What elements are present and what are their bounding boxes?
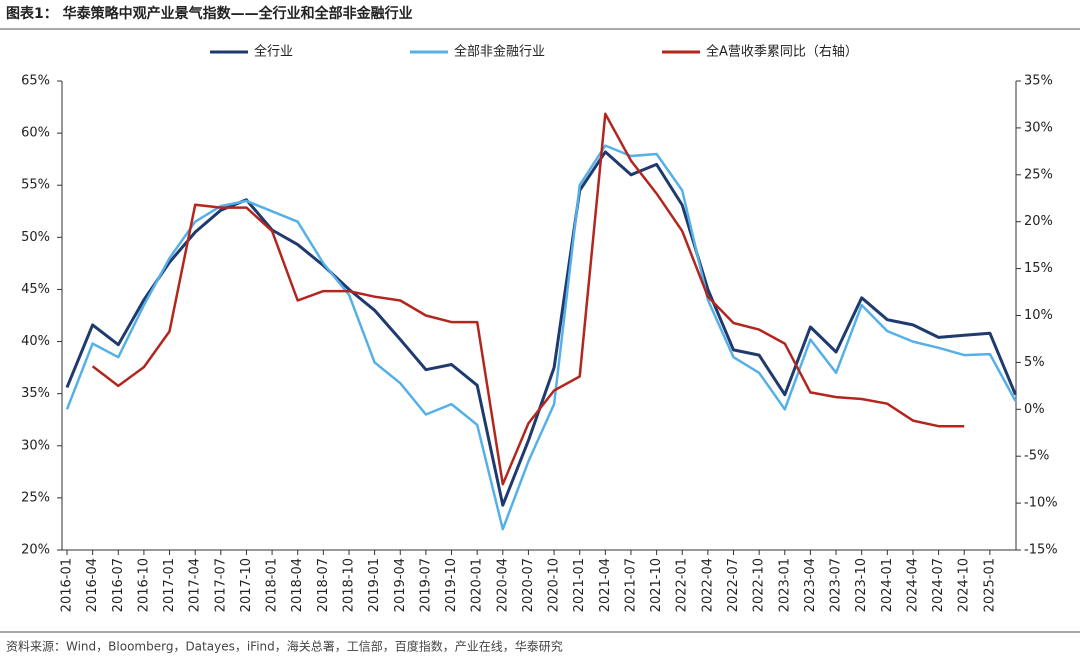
y2-tick-label: 10% bbox=[1024, 308, 1053, 323]
x-tick-label: 2021-10 bbox=[649, 558, 664, 612]
y-tick-label: 20% bbox=[21, 543, 50, 558]
legend-label: 全A营收季累同比（右轴） bbox=[706, 44, 858, 60]
x-tick-label: 2017-04 bbox=[188, 558, 203, 612]
x-tick-label: 2022-04 bbox=[700, 558, 715, 612]
x-tick-label: 2020-01 bbox=[470, 558, 485, 612]
y2-tick-label: 0% bbox=[1024, 402, 1045, 417]
x-tick-label: 2021-01 bbox=[572, 558, 587, 612]
x-tick-label: 2016-10 bbox=[136, 558, 151, 612]
x-tick-label: 2021-07 bbox=[623, 558, 638, 612]
series-line bbox=[65, 150, 1017, 507]
y2-tick-label: 35% bbox=[1024, 74, 1053, 89]
x-tick-label: 2021-04 bbox=[598, 558, 613, 612]
y2-tick-label: 5% bbox=[1024, 355, 1045, 370]
y-tick-label: 25% bbox=[21, 490, 50, 505]
y2-tick-label: -10% bbox=[1024, 496, 1058, 511]
y-tick-label: 50% bbox=[21, 230, 50, 245]
x-tick-label: 2019-10 bbox=[444, 558, 459, 612]
y2-tick-label: 25% bbox=[1024, 167, 1053, 182]
x-tick-label: 2024-01 bbox=[880, 558, 895, 612]
x-tick-label: 2017-07 bbox=[213, 558, 228, 612]
y2-tick-label: -5% bbox=[1024, 449, 1049, 464]
y-tick-label: 40% bbox=[21, 334, 50, 349]
x-tick-label: 2017-01 bbox=[162, 558, 177, 612]
y-tick-label: 30% bbox=[21, 438, 50, 453]
x-tick-label: 2020-10 bbox=[547, 558, 562, 612]
y-tick-label: 65% bbox=[21, 74, 50, 89]
y2-tick-label: -15% bbox=[1024, 543, 1058, 558]
x-tick-label: 2022-07 bbox=[726, 558, 741, 612]
x-tick-label: 2018-01 bbox=[265, 558, 280, 612]
x-tick-label: 2025-01 bbox=[982, 558, 997, 612]
y2-tick-label: 20% bbox=[1024, 214, 1053, 229]
chart-title: 图表1： 华泰策略中观产业景气指数——全行业和全部非金融行业 bbox=[6, 5, 413, 22]
x-tick-label: 2017-10 bbox=[239, 558, 254, 612]
x-tick-label: 2016-07 bbox=[111, 558, 126, 612]
x-tick-label: 2019-04 bbox=[393, 558, 408, 612]
x-tick-label: 2018-04 bbox=[290, 558, 305, 612]
x-tick-label: 2016-04 bbox=[85, 558, 100, 612]
x-tick-label: 2018-07 bbox=[316, 558, 331, 612]
x-tick-label: 2022-10 bbox=[752, 558, 767, 612]
legend-label: 全行业 bbox=[254, 44, 293, 60]
x-tick-label: 2024-04 bbox=[905, 558, 920, 612]
x-tick-label: 2023-10 bbox=[854, 558, 869, 612]
y-tick-label: 60% bbox=[21, 126, 50, 141]
x-tick-label: 2024-10 bbox=[957, 558, 972, 612]
x-tick-label: 2023-04 bbox=[803, 558, 818, 612]
y2-tick-label: 15% bbox=[1024, 261, 1053, 276]
x-tick-label: 2020-07 bbox=[521, 558, 536, 612]
x-tick-label: 2018-10 bbox=[341, 558, 356, 612]
x-tick-label: 2024-07 bbox=[931, 558, 946, 612]
x-tick-label: 2019-01 bbox=[367, 558, 382, 612]
series-line bbox=[65, 144, 1017, 531]
y-tick-label: 55% bbox=[21, 178, 50, 193]
series-line bbox=[91, 112, 965, 486]
x-tick-label: 2022-01 bbox=[675, 558, 690, 612]
x-tick-label: 2023-01 bbox=[777, 558, 792, 612]
y-tick-label: 35% bbox=[21, 386, 50, 401]
x-tick-label: 2020-04 bbox=[495, 558, 510, 612]
source-note: 资料来源：Wind，Bloomberg，Datayes，iFind，海关总署，工… bbox=[6, 639, 563, 654]
x-tick-label: 2023-07 bbox=[829, 558, 844, 612]
legend-label: 全部非金融行业 bbox=[454, 44, 545, 60]
y2-tick-label: 30% bbox=[1024, 120, 1053, 135]
x-tick-label: 2016-01 bbox=[60, 558, 75, 612]
x-tick-label: 2019-07 bbox=[418, 558, 433, 612]
y-tick-label: 45% bbox=[21, 282, 50, 297]
